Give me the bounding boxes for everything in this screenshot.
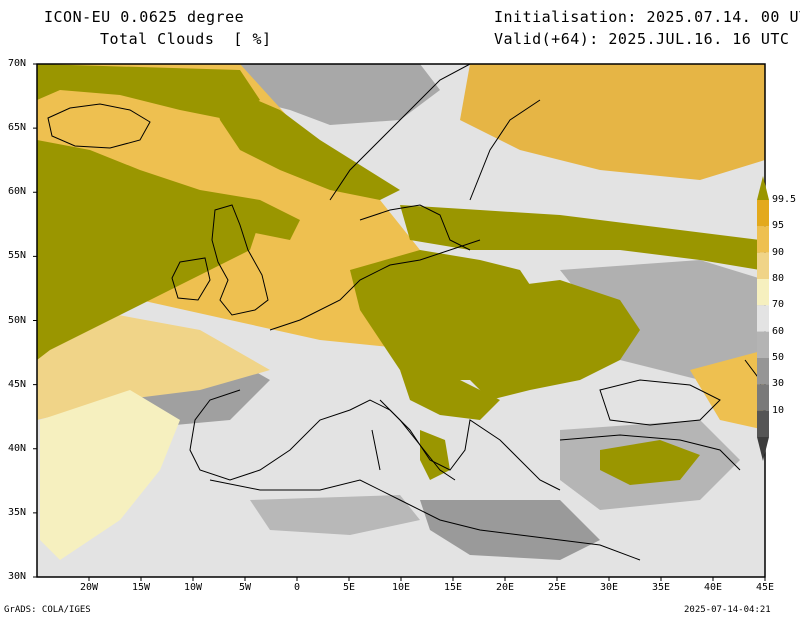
lon-label: 5E xyxy=(343,582,356,593)
gray-clouds-africa xyxy=(250,495,420,535)
model-title: ICON-EU 0.0625 degree xyxy=(44,8,245,26)
colorbar-segment xyxy=(757,305,769,332)
lon-label: 10W xyxy=(184,582,203,593)
colorbar-label: 50 xyxy=(772,352,785,363)
overcast-norway-band xyxy=(210,80,400,200)
lon-label: 5W xyxy=(239,582,252,593)
overcast-iceland-north xyxy=(37,64,260,120)
lon-label: 20E xyxy=(496,582,515,593)
lon-label: 25E xyxy=(548,582,567,593)
lon-label: 35E xyxy=(652,582,671,593)
lon-label: 15E xyxy=(444,582,463,593)
colorbar-segment xyxy=(757,279,769,306)
colorbar-label: 70 xyxy=(772,299,785,311)
overcast-uk-band xyxy=(200,190,300,240)
colorbar-segment xyxy=(757,358,769,385)
lon-label: 40E xyxy=(704,582,723,593)
continental-coast xyxy=(189,239,561,491)
lon-label: 30E xyxy=(600,582,619,593)
axis-ticks xyxy=(33,63,766,581)
variable-title: Total Clouds [ %] xyxy=(100,30,272,48)
colorbar-segment xyxy=(757,410,769,437)
overcast-eastern-europe xyxy=(470,280,640,400)
overcast-balkans xyxy=(400,370,500,420)
colorbar-label: 80 xyxy=(772,273,785,284)
turkey-coast xyxy=(559,434,741,471)
orange-band-east xyxy=(460,64,765,180)
cloud-field xyxy=(37,64,765,577)
lat-label: 70N xyxy=(8,58,27,69)
orange-band-iberia xyxy=(37,300,270,420)
colorbar-bottom-arrow xyxy=(757,437,769,461)
lon-label: 20W xyxy=(80,582,99,593)
colorbar-label: 60 xyxy=(772,325,785,337)
colorbar-top-arrow xyxy=(757,176,769,200)
colorbar-label: 95 xyxy=(772,220,785,232)
lat-label: 55N xyxy=(8,250,27,262)
colorbar-label: 90 xyxy=(772,246,785,258)
lat-label: 30N xyxy=(8,571,27,582)
colorbar-segment xyxy=(757,252,769,279)
colorbar-segment xyxy=(757,384,769,411)
italy-coast xyxy=(371,399,456,481)
iceland-coast xyxy=(47,103,151,149)
lon-label: 0 xyxy=(294,582,301,593)
lon-label: 15W xyxy=(132,582,151,593)
overcast-baltic-band xyxy=(400,205,760,270)
gray-clouds-south xyxy=(420,500,600,560)
lat-label: 65N xyxy=(8,122,27,134)
footer-timestamp: 2025-07-14-04:21 xyxy=(684,605,771,615)
colorbar xyxy=(757,176,769,461)
overcast-turkey xyxy=(600,440,700,485)
lon-label: 10E xyxy=(392,582,411,593)
scandinavia-coast xyxy=(329,64,541,251)
lat-label: 50N xyxy=(8,314,27,326)
colorbar-label: 10 xyxy=(772,404,785,416)
cream-band-atlantic xyxy=(40,390,180,560)
ireland-coast xyxy=(171,257,211,301)
overcast-south xyxy=(420,430,450,480)
black-sea-coast xyxy=(599,379,721,426)
colorbar-label: 30 xyxy=(772,378,785,390)
lat-label: 45N xyxy=(8,378,27,390)
init-time: Initialisation: 2025.07.14. 00 UTC xyxy=(494,8,800,26)
lat-label: 35N xyxy=(8,506,27,518)
africa-coast xyxy=(209,479,641,561)
lon-label: 45E xyxy=(756,582,775,593)
colorbar-segment xyxy=(757,200,769,227)
colorbar-label: 99.5 xyxy=(772,194,797,205)
gray-clouds-north xyxy=(240,64,440,125)
lat-label: 40N xyxy=(8,442,27,454)
orange-band-blacksea xyxy=(690,350,765,430)
valid-time: Valid(+64): 2025.JUL.16. 16 UTC xyxy=(494,30,790,48)
footer-source: GrADS: COLA/IGES xyxy=(4,605,91,615)
lat-label: 60N xyxy=(8,186,27,198)
colorbar-segment xyxy=(757,331,769,358)
great-britain-coast xyxy=(211,204,269,316)
colorbar-segment xyxy=(757,226,769,253)
